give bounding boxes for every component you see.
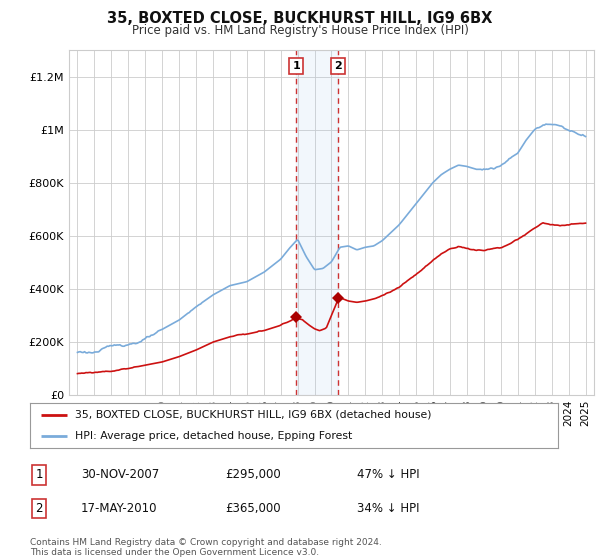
Text: 30-NOV-2007: 30-NOV-2007 [81, 468, 159, 482]
Text: £365,000: £365,000 [225, 502, 281, 515]
Text: 47% ↓ HPI: 47% ↓ HPI [357, 468, 419, 482]
Text: 1: 1 [292, 60, 300, 71]
Text: 1: 1 [35, 468, 43, 482]
Text: Price paid vs. HM Land Registry's House Price Index (HPI): Price paid vs. HM Land Registry's House … [131, 24, 469, 36]
Text: 35, BOXTED CLOSE, BUCKHURST HILL, IG9 6BX: 35, BOXTED CLOSE, BUCKHURST HILL, IG9 6B… [107, 11, 493, 26]
Text: 17-MAY-2010: 17-MAY-2010 [81, 502, 157, 515]
Text: 35, BOXTED CLOSE, BUCKHURST HILL, IG9 6BX (detached house): 35, BOXTED CLOSE, BUCKHURST HILL, IG9 6B… [75, 410, 431, 420]
Text: £295,000: £295,000 [225, 468, 281, 482]
Text: HPI: Average price, detached house, Epping Forest: HPI: Average price, detached house, Eppi… [75, 431, 352, 441]
Text: Contains HM Land Registry data © Crown copyright and database right 2024.
This d: Contains HM Land Registry data © Crown c… [30, 538, 382, 557]
Text: 2: 2 [334, 60, 342, 71]
Text: 34% ↓ HPI: 34% ↓ HPI [357, 502, 419, 515]
Bar [296, 50, 338, 395]
Text: 2: 2 [35, 502, 43, 515]
